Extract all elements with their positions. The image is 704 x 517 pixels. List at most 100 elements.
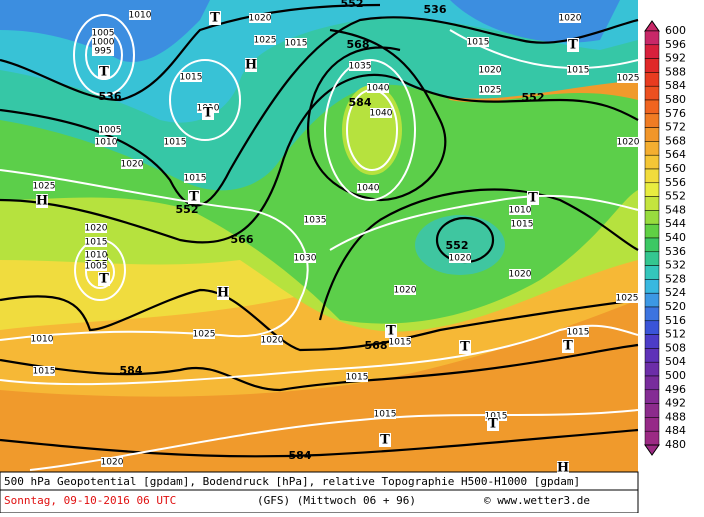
label-bg — [487, 417, 499, 431]
colorbar-swatch — [644, 127, 660, 142]
label-bg — [92, 46, 114, 56]
pressure-center: T — [386, 324, 396, 339]
pressure-center: T — [568, 38, 578, 53]
isobar-label: 1020 — [449, 254, 472, 264]
colorbar-label: 564 — [665, 148, 686, 161]
footer-model: (GFS) (Mittwoch 06 + 96) — [257, 494, 416, 507]
label-bg — [479, 65, 501, 75]
geopotential-label: 552 — [446, 239, 469, 252]
colorbar-swatch — [644, 196, 660, 211]
isobar-label: 1015 — [485, 412, 508, 422]
pressure-center: H — [217, 286, 229, 301]
isobar-label: 1040 — [370, 109, 393, 119]
isobar-label: 1015 — [180, 73, 203, 83]
label-bg — [36, 194, 48, 208]
label-bg — [249, 13, 271, 23]
colorbar-swatch — [644, 265, 660, 280]
footer-panel — [0, 471, 639, 514]
colorbar-label: 516 — [665, 314, 686, 327]
geopotential-label: 584 — [349, 96, 372, 109]
isobar-label: 1005 — [99, 126, 122, 136]
isobar — [0, 169, 309, 341]
isobar-label: 1015 — [567, 328, 590, 338]
geopotential-label: 566 — [231, 233, 254, 246]
isobar — [73, 14, 135, 96]
colorbar-label: 536 — [665, 245, 686, 258]
label-bg — [85, 261, 107, 271]
colorbar-swatch — [644, 292, 660, 308]
isobar-label: 1020 — [85, 224, 108, 234]
isobar — [329, 194, 639, 251]
label-bg — [245, 58, 257, 72]
pressure-center: T — [460, 340, 470, 355]
isobar-label: 1025 — [193, 330, 216, 340]
pressure-center: T — [99, 272, 109, 287]
pressure-center: T — [203, 106, 213, 121]
isobar-label: 1030 — [294, 254, 317, 264]
colorbar-label: 580 — [665, 93, 686, 106]
isobar-label: 1010 — [509, 206, 532, 216]
colorbar-label: 540 — [665, 231, 686, 244]
isobar-label: 1015 — [164, 138, 187, 148]
label-bg — [217, 286, 229, 300]
colorbar-swatch — [644, 168, 660, 184]
geopotential-label: 552 — [522, 91, 545, 104]
isobars — [0, 14, 639, 471]
label-bg — [567, 327, 589, 337]
low-core — [415, 215, 505, 275]
colorbar-label: 520 — [665, 300, 686, 313]
colorbar-swatch — [644, 279, 660, 294]
pressure-center: H — [245, 58, 257, 73]
label-bg — [567, 38, 579, 52]
isobar-label: 1015 — [346, 373, 369, 383]
isobar — [324, 59, 416, 201]
colorbar-label: 496 — [665, 383, 686, 396]
colorbar-label: 512 — [665, 328, 686, 341]
geopotential-label: 536 — [424, 3, 447, 16]
label-bg — [370, 108, 392, 118]
label-bg — [485, 411, 507, 421]
contour — [0, 73, 639, 244]
colorbar-label: 568 — [665, 134, 686, 147]
colorbar-label: 544 — [665, 217, 686, 230]
label-bg — [33, 181, 55, 191]
colorbar-label: 556 — [665, 176, 686, 189]
isobar-label: 1010 — [85, 251, 108, 261]
isobar-label: 1035 — [349, 62, 372, 72]
geopotential-label: 536 — [99, 90, 122, 103]
label-bg — [509, 205, 531, 215]
geopotential-label: 552 — [341, 0, 364, 10]
label-bg — [616, 293, 638, 303]
colorbar-swatch — [644, 154, 660, 170]
colorbar-swatch — [644, 403, 660, 418]
colorbar-label: 548 — [665, 203, 686, 216]
label-bg — [85, 223, 107, 233]
colorbar-arrow-top — [644, 20, 660, 32]
isobar-label: 1020 — [617, 138, 640, 148]
label-bg — [98, 65, 110, 79]
colorbar-swatch — [644, 99, 660, 115]
isobar-label: 995 — [94, 47, 111, 57]
geopotential-label: 568 — [347, 38, 370, 51]
label-bg — [33, 366, 55, 376]
isobar-label: 1020 — [249, 14, 272, 24]
isobar-label: 1015 — [374, 410, 397, 420]
isobar-label: 1015 — [184, 174, 207, 184]
contour — [0, 428, 639, 458]
contour — [0, 3, 381, 102]
geopotential-label: 568 — [365, 339, 388, 352]
colorbar-label: 588 — [665, 65, 686, 78]
geopotential-label: 552 — [176, 203, 199, 216]
contour — [0, 343, 639, 392]
colorbar-arrow-bottom — [644, 444, 660, 456]
isobar-label: 1040 — [357, 184, 380, 194]
label-bg — [85, 237, 107, 247]
isobar-label: 1025 — [617, 74, 640, 84]
pressure-center: T — [210, 11, 220, 26]
label-bg — [101, 457, 123, 467]
colorbar-label: 600 — [665, 24, 686, 37]
label-bg — [92, 37, 114, 47]
isobar-label: 1015 — [285, 39, 308, 49]
pressure-center: T — [380, 433, 390, 448]
